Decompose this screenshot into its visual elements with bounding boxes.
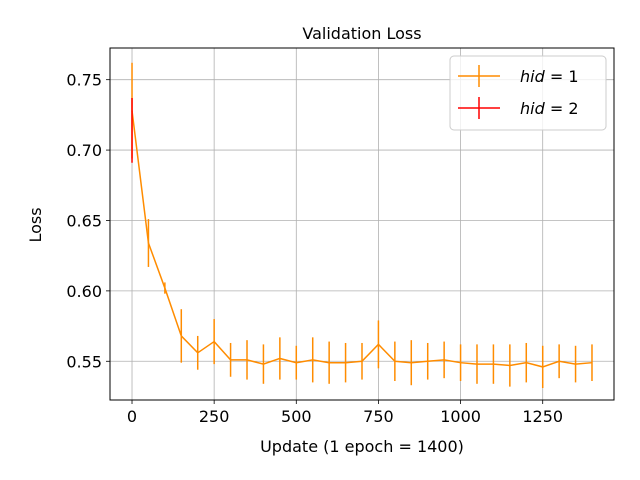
y-tick-label: 0.65 [66,211,102,230]
legend-item: hid = 2 [458,97,579,119]
y-axis-label: Loss [26,207,45,242]
series-line [131,110,593,368]
legend: hid = 1 hid = 2 [449,55,607,131]
y-tick-label: 0.60 [66,282,102,301]
plot-frame [109,47,615,401]
series-layer [131,62,593,389]
x-tick-label: 250 [199,407,230,426]
x-tick-label: 750 [363,407,394,426]
x-tick-label: 500 [281,407,312,426]
x-tick-label: 0 [127,407,137,426]
chart-title: Validation Loss [302,24,421,43]
legend-label: hid = 2 [520,99,579,118]
x-axis-label: Update (1 epoch = 1400) [260,437,464,456]
x-tick-label: 1250 [522,407,563,426]
y-tick-label: 0.75 [66,71,102,90]
legend-label: hid = 1 [520,67,579,86]
x-tick-label: 1000 [440,407,481,426]
legend-item: hid = 1 [458,65,579,87]
y-tick-label: 0.55 [66,352,102,371]
y-tick-label: 0.70 [66,141,102,160]
legend-box [449,55,607,131]
axis-ticks: 0 250 500 750 1000 1250 0.55 0.60 0.65 0.70 0.75 [66,71,563,426]
